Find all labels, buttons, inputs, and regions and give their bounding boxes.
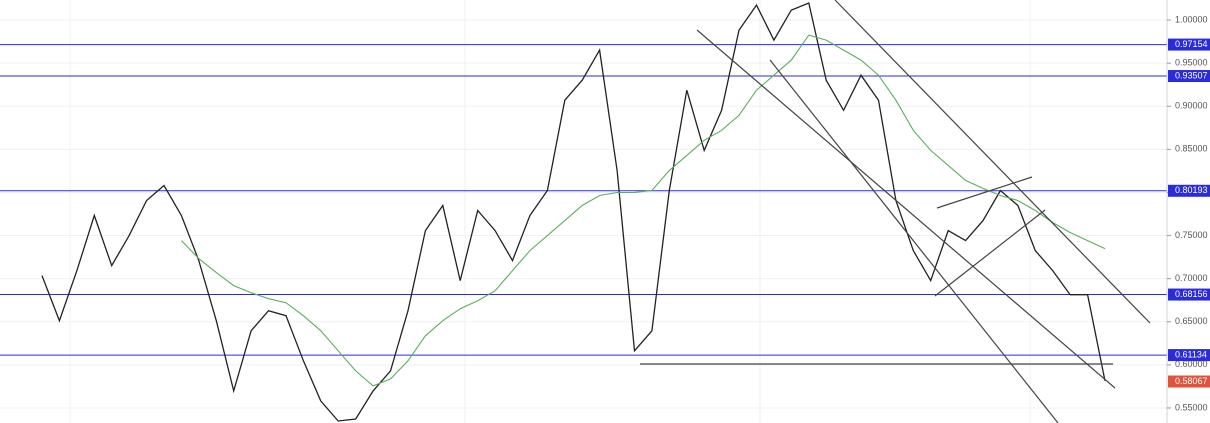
y-tick-label: 0.70000 xyxy=(1175,273,1208,283)
level-label: 0.80193 xyxy=(1175,185,1208,195)
y-tick-label: 0.65000 xyxy=(1175,316,1208,326)
price-label: 0.58067 xyxy=(1175,376,1208,386)
y-tick-label: 0.55000 xyxy=(1175,402,1208,412)
level-label-bg xyxy=(1168,184,1210,197)
y-tick-label: 0.60000 xyxy=(1175,359,1208,369)
y-axis: 1.000000.950000.900000.850000.800000.750… xyxy=(1167,14,1210,412)
y-tick-label: 0.90000 xyxy=(1175,101,1208,111)
trendline xyxy=(934,209,1046,297)
y-tick-label: 0.95000 xyxy=(1175,58,1208,68)
vertical-grid xyxy=(69,0,1031,423)
levels xyxy=(0,44,1167,356)
grid xyxy=(0,19,1167,409)
level-label: 0.68156 xyxy=(1175,289,1208,299)
plot xyxy=(41,2,1106,422)
level-label-bg xyxy=(1168,349,1210,362)
price-label-bg xyxy=(1168,375,1210,388)
level-label-bg xyxy=(1168,288,1210,301)
trendline xyxy=(696,29,1116,389)
trendline xyxy=(834,0,1151,324)
level-label: 0.61134 xyxy=(1175,349,1207,359)
trendline xyxy=(769,59,1059,423)
series-line xyxy=(181,34,1106,387)
level-label: 0.97154 xyxy=(1175,39,1208,49)
y-tick-label: 1.00000 xyxy=(1175,14,1208,24)
level-label: 0.93507 xyxy=(1175,70,1208,80)
level-label-bg xyxy=(1168,38,1210,51)
trendline xyxy=(936,176,1033,209)
trendlines xyxy=(640,0,1151,423)
y-tick-label: 0.85000 xyxy=(1175,144,1208,154)
level-label-bg xyxy=(1168,70,1210,83)
y-tick-label: 0.75000 xyxy=(1175,230,1208,240)
series-line xyxy=(41,2,1106,422)
